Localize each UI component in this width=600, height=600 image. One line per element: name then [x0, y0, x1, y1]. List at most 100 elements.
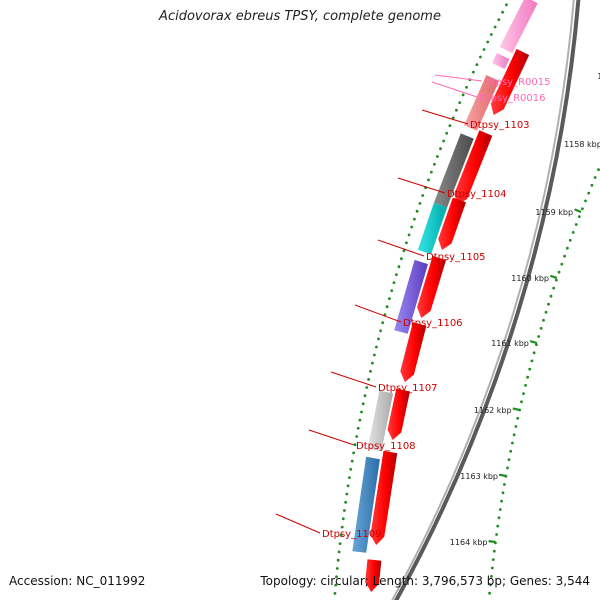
inner-dot [336, 558, 340, 562]
inner-dot [371, 361, 374, 365]
inner-dot [479, 55, 482, 59]
inner-dot [439, 147, 442, 151]
inner-dot [343, 509, 346, 512]
tick-label: 1164 kbp [450, 538, 488, 547]
outer-dot [488, 591, 491, 595]
gene-label: Dtpsy_1107 [378, 383, 438, 394]
outer-dot [514, 425, 518, 428]
tick-mark [550, 274, 558, 280]
tick-label: 1157 kbp [597, 72, 600, 81]
outer-dot [577, 215, 581, 219]
cds-feature [454, 130, 493, 205]
inner-dot [365, 386, 369, 389]
inner-dot [346, 484, 350, 488]
gene-feature [491, 52, 510, 69]
inner-dot [410, 225, 414, 229]
outer-dot [512, 433, 516, 437]
cds-feature [370, 450, 398, 545]
inner-dot [436, 155, 439, 158]
tick-label: 1161 kbp [491, 339, 529, 348]
outer-dot [496, 524, 500, 528]
inner-dot [472, 70, 475, 74]
inner-dot [392, 281, 396, 284]
inner-dot [344, 500, 347, 504]
inner-dot [385, 305, 389, 309]
inner-dot [390, 289, 394, 292]
outer-dot [526, 375, 529, 379]
outer-dot [530, 359, 534, 363]
outer-dot [524, 384, 527, 387]
inner-dot [334, 583, 338, 587]
gene-labels: Dtpsy_R0015 Dtpsy_R0016 Dtpsy_1103 Dtpsy_11… [275, 74, 551, 540]
inner-dot [489, 33, 493, 36]
inner-dot [405, 241, 408, 245]
outer-dot [554, 278, 558, 282]
gene-feature [417, 202, 448, 255]
outer-dot [547, 302, 550, 306]
outer-dot [568, 238, 572, 242]
gene-feature [499, 0, 538, 54]
inner-dot [349, 467, 353, 471]
inner-dot [356, 426, 360, 430]
gene-feature [352, 456, 380, 553]
inner-dot [355, 435, 359, 438]
inner-dot [451, 116, 455, 120]
gene-label: Dtpsy_1106 [403, 318, 463, 329]
inner-dot [497, 18, 501, 21]
inner-dot [361, 402, 365, 406]
inner-dot [338, 542, 342, 545]
inner-dot [421, 194, 425, 197]
gene-leader-line [434, 74, 483, 82]
outer-dot [571, 231, 575, 234]
gene-label: Dtpsy_1104 [447, 189, 507, 200]
inner-dot [335, 567, 339, 570]
inner-dot [482, 48, 486, 51]
gene-feature [433, 133, 474, 208]
inner-dot [367, 378, 370, 381]
outer-dot [516, 416, 520, 420]
outer-dot [491, 558, 495, 561]
inner-dot [465, 85, 468, 89]
inner-dot [348, 476, 351, 479]
gene-feature [394, 259, 428, 334]
inner-dot [358, 418, 362, 422]
inner-dot [333, 592, 337, 595]
inner-dot [375, 345, 378, 349]
inner-dot [458, 101, 462, 104]
outer-dot [509, 449, 513, 453]
cds-feature [490, 48, 530, 115]
inner-dot [475, 63, 479, 66]
inner-dot [360, 410, 363, 414]
tick-label: 1159 kbp [535, 208, 573, 217]
inner-dot [341, 517, 345, 521]
genome-summary-text: Topology: circular; Length: 3,796,573 bp… [260, 574, 590, 588]
gene-leader-line [354, 304, 402, 323]
outer-dot [520, 400, 523, 404]
inner-dot [448, 124, 452, 127]
inner-dot [505, 3, 508, 7]
outer-dot [566, 246, 569, 250]
tick-label: 1162 kbp [474, 406, 512, 415]
outer-dot [542, 318, 545, 322]
tick-mark [529, 340, 538, 345]
inner-dot [335, 575, 338, 579]
cds-feature [365, 559, 382, 592]
inner-dot [353, 443, 357, 447]
gene-label: Dtpsy_R0016 [479, 93, 546, 104]
tick-mark [512, 407, 520, 412]
inner-dot [337, 550, 341, 554]
outer-dot [587, 191, 591, 195]
inner-dot [339, 533, 343, 537]
inner-dot [352, 451, 355, 455]
inner-dot [427, 178, 430, 182]
inner-dot [345, 492, 349, 496]
gene-leader-line [330, 371, 377, 388]
outer-dot [557, 270, 561, 274]
inner-dot [461, 93, 465, 97]
inner-dot [501, 10, 504, 14]
inner-dot [363, 394, 367, 398]
inner-dot [381, 321, 385, 325]
inner-dot [442, 139, 445, 143]
